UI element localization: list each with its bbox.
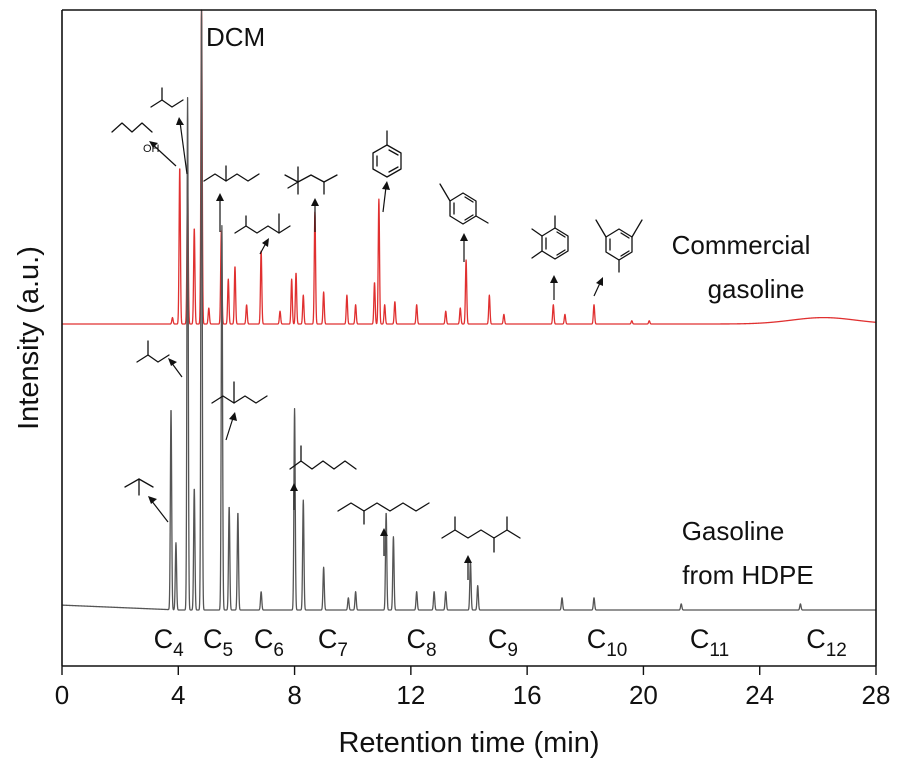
isobutane-structure: [124, 478, 169, 523]
methylhexane-hdpe-structure: [289, 445, 357, 510]
isooctane-structure: [284, 166, 338, 232]
molecule-structures: OH: [111, 87, 643, 580]
trimethylbenzene-123-arrowhead: [550, 275, 558, 283]
carbon-range-label: C5: [203, 624, 233, 661]
dimethylpentane-arrowhead: [262, 238, 269, 247]
trimethylbenzene-123-structure: [531, 215, 569, 300]
toluene-arrow: [382, 186, 387, 213]
m-xylene-arrowhead: [460, 233, 468, 241]
x-tick-label: 0: [55, 680, 69, 710]
methylheptane-hdpe-structure: [337, 502, 430, 556]
carbon-range-label: C8: [406, 624, 436, 661]
ethanol-arrowhead: [149, 141, 158, 148]
hdpe-gasoline-trace: [61, 9, 877, 611]
trimethylhexane-hdpe-arrowhead: [464, 555, 472, 563]
isopentane-arrow: [179, 121, 188, 175]
dcm-label: DCM: [206, 22, 265, 52]
carbon-range-label: C6: [254, 624, 284, 661]
dimethylpentane-structure: [234, 213, 291, 255]
x-ticks: 0 4 8 12 16 20 24 28: [55, 666, 891, 710]
toluene-arrowhead: [382, 181, 390, 190]
methylhexane-hdpe-arrowhead: [290, 483, 298, 491]
carbon-range-label: C11: [690, 624, 729, 661]
x-tick-label: 4: [171, 680, 185, 710]
isopentane-hdpe-arrowhead: [168, 358, 177, 366]
x-tick-label: 12: [396, 680, 425, 710]
trimethylbenzene-135-arrowhead: [596, 277, 603, 286]
x-tick-label: 24: [745, 680, 774, 710]
trimethylbenzene-135-arrow: [593, 282, 601, 297]
commercial-gasoline-label-line1: Commercial: [672, 230, 811, 260]
isobutane-arrowhead: [148, 496, 157, 504]
trimethylhexane-hdpe-structure: [441, 516, 521, 580]
methylpentane-arrowhead: [216, 193, 224, 201]
carbon-range-labels: C4 C5 C6 C7 C8 C9 C10 C11 C12: [154, 624, 847, 661]
ethanol-arrow: [150, 142, 177, 167]
x-axis-label: Retention time (min): [338, 727, 599, 759]
isooctane-arrowhead: [311, 198, 319, 206]
ethanol-structure: OH: [111, 122, 177, 167]
m-xylene-structure: [439, 183, 489, 262]
isopentane-arrowhead: [176, 117, 184, 125]
methylpentane-hdpe-structure: [211, 381, 268, 441]
axes-frame: [61, 9, 877, 667]
carbon-range-label: C12: [806, 624, 847, 661]
ethanol-oh-label: OH: [143, 143, 160, 155]
isopentane-structure: [150, 87, 188, 175]
hdpe-gasoline-label-line2: from HDPE: [682, 560, 813, 590]
toluene-structure: [372, 130, 402, 213]
trimethylbenzene-135-structure: [593, 219, 643, 297]
x-tick-label: 16: [513, 680, 542, 710]
x-tick-label: 8: [287, 680, 301, 710]
isobutane-arrow: [150, 499, 169, 523]
commercial-gasoline-trace: [61, 9, 877, 325]
methylheptane-hdpe-arrowhead: [380, 528, 388, 536]
carbon-range-label: C4: [154, 624, 185, 661]
carbon-range-label: C7: [318, 624, 348, 661]
methylpentane-hdpe-arrow: [225, 417, 234, 441]
carbon-range-label: C10: [587, 624, 628, 661]
carbon-range-label: C9: [488, 624, 518, 661]
methylpentane-hdpe-arrowhead: [229, 412, 237, 421]
hdpe-gasoline-label-line1: Gasoline: [682, 516, 785, 546]
chromatogram-traces: [61, 9, 877, 611]
commercial-gasoline-label-line2: gasoline: [708, 274, 805, 304]
methylpentane-structure: [203, 165, 260, 232]
x-tick-label: 28: [862, 680, 891, 710]
x-tick-label: 20: [629, 680, 658, 710]
isopentane-hdpe-structure: [136, 340, 183, 378]
y-axis-label: Intensity (a.u.): [13, 246, 45, 430]
